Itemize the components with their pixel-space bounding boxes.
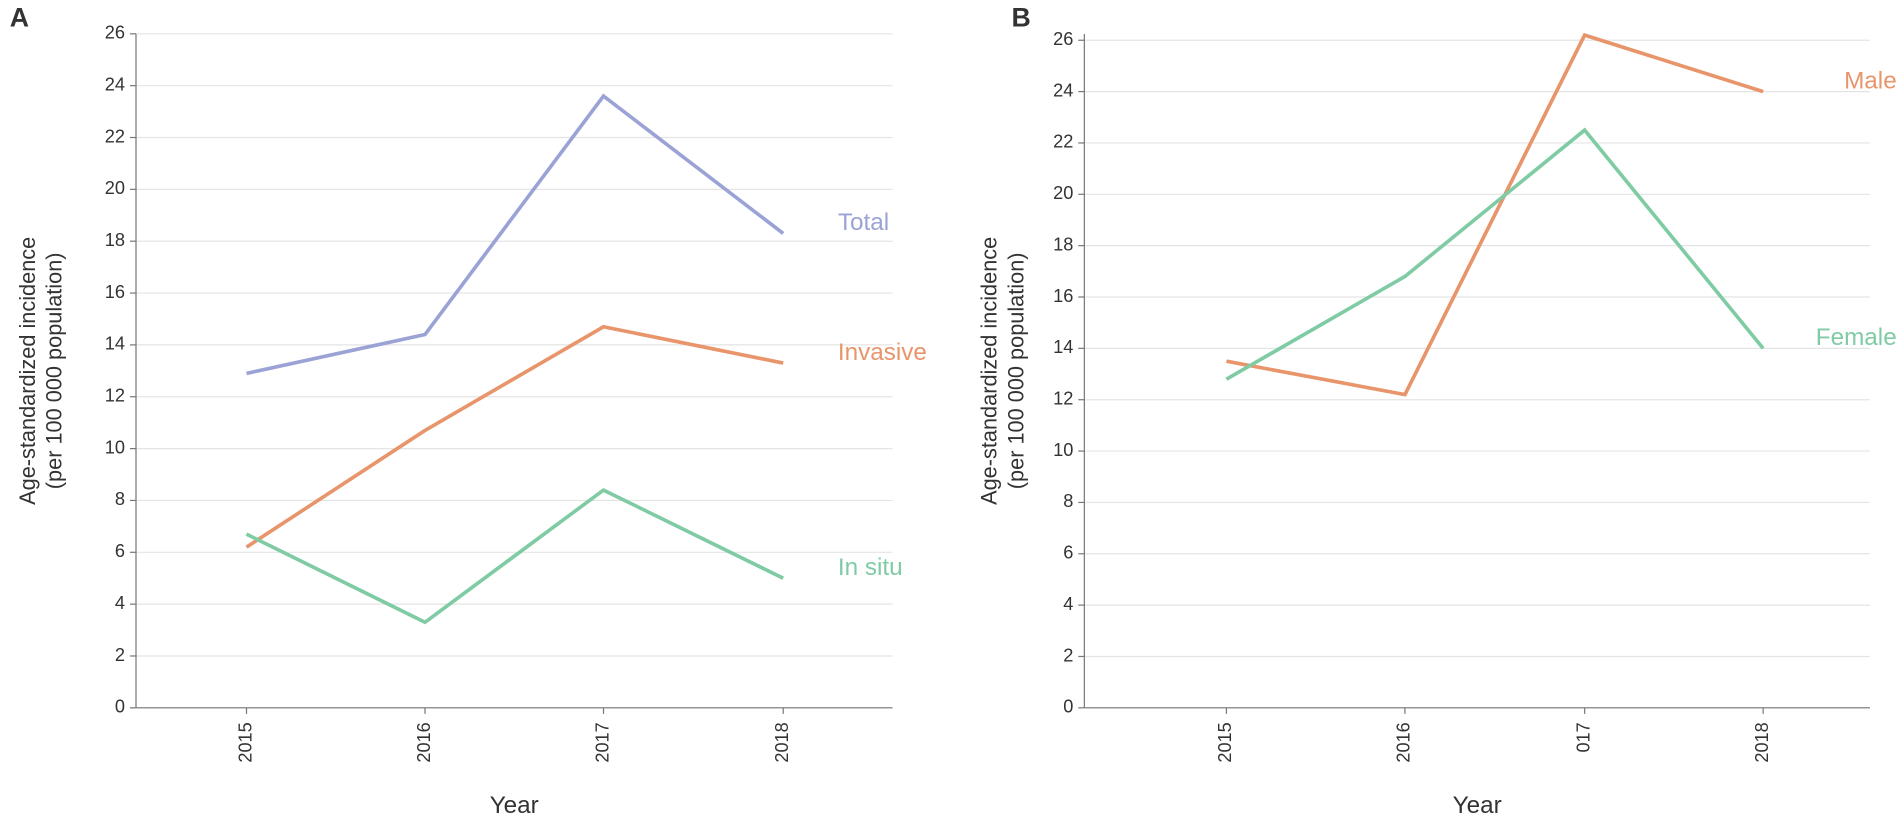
y-tick-label: 16: [1053, 286, 1073, 306]
y-tick-label: 26: [105, 23, 125, 43]
x-tick-label: 2015: [1215, 722, 1235, 762]
y-tick-label: 24: [105, 74, 125, 94]
x-tick-label: 2018: [772, 722, 792, 762]
y-axis-label: (per 100 000 population): [42, 252, 67, 489]
x-tick-label: 2017: [592, 722, 612, 762]
y-tick-label: 10: [105, 437, 125, 457]
x-axis-label: Year: [1453, 792, 1502, 819]
x-tick-label: 2015: [235, 722, 255, 762]
series-label: Total: [838, 209, 889, 236]
y-axis-label: (per 100 000 population): [1003, 252, 1028, 489]
y-tick-label: 12: [105, 386, 125, 406]
y-tick-label: 24: [1053, 80, 1073, 100]
y-tick-label: 10: [1053, 440, 1073, 460]
x-tick-label: 2016: [1394, 722, 1414, 762]
y-tick-label: 14: [105, 334, 125, 354]
series-line: [246, 93, 785, 376]
x-tick-label: 2016: [414, 722, 434, 762]
series-line: [245, 487, 785, 625]
series-label: Female: [1816, 324, 1897, 351]
y-tick-label: 22: [105, 126, 125, 146]
y-tick-label: 20: [105, 178, 125, 198]
series-line: [1226, 32, 1764, 397]
y-tick-label: 0: [115, 697, 125, 717]
y-tick-label: 0: [1063, 697, 1073, 717]
y-tick-label: 16: [105, 282, 125, 302]
x-tick-label: 2018: [1752, 722, 1772, 762]
series-label: In situ: [838, 554, 903, 581]
y-tick-label: 14: [1053, 337, 1073, 357]
series-label: Male: [1844, 67, 1897, 94]
panel-label: B: [1012, 2, 1031, 32]
panel-label: A: [10, 2, 29, 32]
y-tick-label: 8: [115, 489, 125, 509]
y-tick-label: 22: [1053, 132, 1073, 152]
y-axis-label: Age-standardized incidence: [15, 237, 40, 505]
y-tick-label: 8: [1063, 491, 1073, 511]
y-tick-label: 26: [1053, 29, 1073, 49]
x-axis-label: Year: [490, 792, 539, 819]
series-label: Invasive: [838, 339, 927, 366]
y-tick-label: 4: [1063, 594, 1073, 614]
y-tick-label: 6: [115, 541, 125, 561]
y-tick-label: 6: [1063, 543, 1073, 563]
series-line: [245, 324, 784, 549]
y-tick-label: 20: [1053, 183, 1073, 203]
y-tick-label: 2: [115, 645, 125, 665]
y-tick-label: 18: [105, 230, 125, 250]
x-tick-label: 017: [1573, 722, 1593, 752]
y-tick-label: 2: [1063, 645, 1073, 665]
y-tick-label: 18: [1053, 234, 1073, 254]
y-axis-label: Age-standardized incidence: [977, 237, 1002, 505]
y-tick-label: 4: [115, 593, 125, 613]
series-line: [1225, 127, 1765, 381]
y-tick-label: 12: [1053, 389, 1073, 409]
